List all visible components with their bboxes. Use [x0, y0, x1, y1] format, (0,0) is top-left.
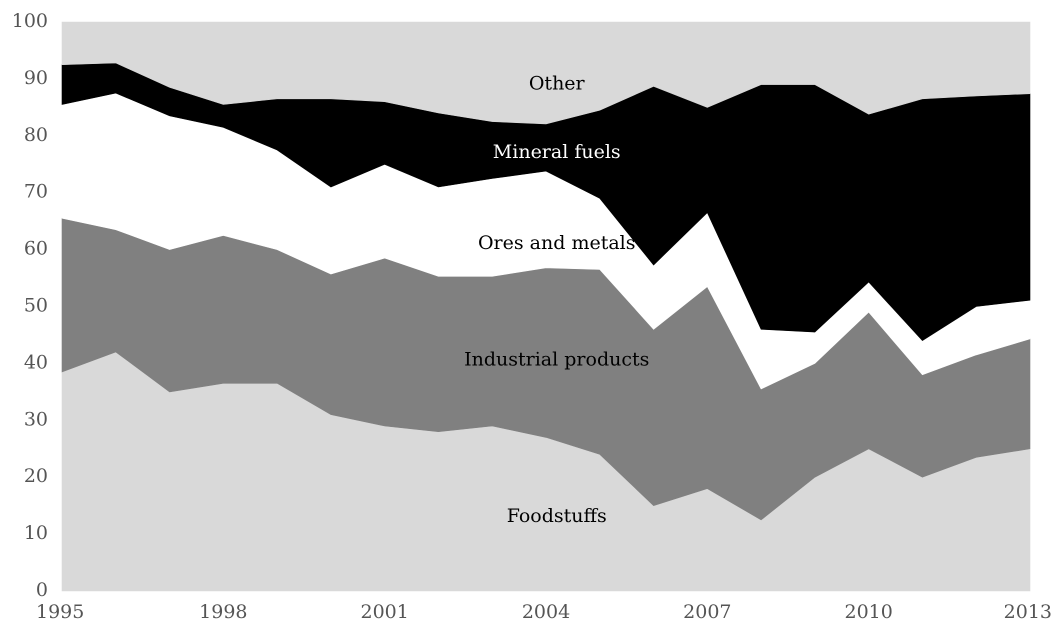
y-axis-ticks: 0 10 20 30 40 50 60 70 80 90 100 — [12, 10, 48, 601]
x-tick-label: 2007 — [683, 601, 731, 623]
y-tick-label: 60 — [24, 238, 48, 260]
x-axis-ticks: 1995 1998 2001 2004 2007 2010 2013 — [36, 601, 1052, 623]
area-other — [61, 21, 1031, 125]
y-tick-label: 50 — [24, 295, 48, 317]
y-tick-label: 40 — [24, 351, 48, 373]
series-label-mineral-fuels: Mineral fuels — [493, 141, 621, 163]
y-tick-label: 30 — [24, 408, 48, 430]
y-tick-label: 0 — [36, 579, 48, 601]
y-tick-label: 100 — [12, 10, 48, 32]
series-label-ores-and-metals: Ores and metals — [478, 232, 636, 254]
x-tick-label: 1998 — [199, 601, 247, 623]
x-tick-label: 2004 — [522, 601, 570, 623]
x-tick-label: 1995 — [36, 601, 84, 623]
x-tick-label: 2013 — [1004, 601, 1052, 623]
x-tick-label: 2010 — [844, 601, 892, 623]
y-tick-label: 10 — [24, 522, 48, 544]
chart-areas — [61, 21, 1031, 592]
y-tick-label: 70 — [24, 181, 48, 203]
series-label-foodstuffs: Foodstuffs — [507, 505, 607, 527]
y-tick-label: 80 — [24, 124, 48, 146]
series-label-industrial-products: Industrial products — [464, 349, 649, 371]
series-label-other: Other — [529, 73, 586, 95]
y-tick-label: 20 — [24, 465, 48, 487]
y-tick-label: 90 — [24, 67, 48, 89]
series-labels: Other Mineral fuels Ores and metals Industr… — [464, 73, 649, 527]
x-tick-label: 2001 — [360, 601, 408, 623]
